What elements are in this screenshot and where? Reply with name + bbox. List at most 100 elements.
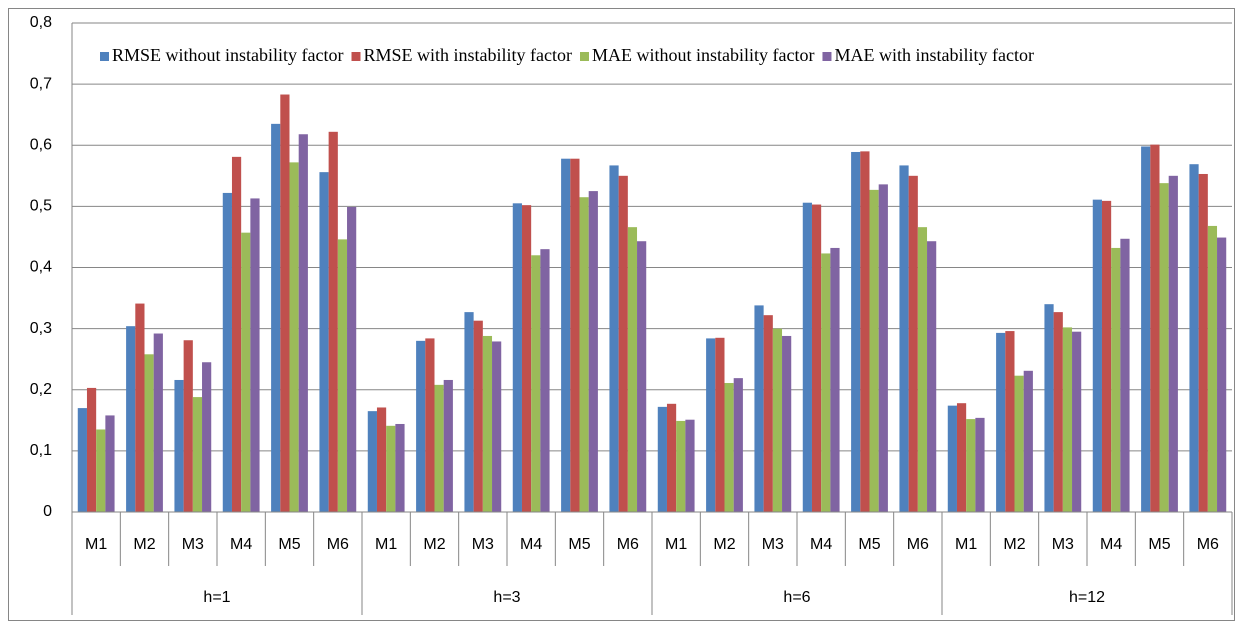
- bar: [443, 379, 453, 512]
- x-tick-label: M2: [1003, 536, 1025, 553]
- x-tick-label: M5: [568, 536, 590, 553]
- bar: [416, 340, 426, 512]
- bar: [966, 419, 976, 512]
- x-tick-label: M3: [762, 536, 784, 553]
- bar: [96, 429, 106, 512]
- bar: [666, 403, 677, 512]
- bar: [1159, 183, 1169, 512]
- x-tick-label: M2: [133, 536, 155, 553]
- bar: [782, 335, 792, 512]
- y-tick-label: 0,7: [30, 75, 52, 92]
- bar: [328, 131, 338, 513]
- x-tick-label: M5: [278, 536, 300, 553]
- bar: [1168, 175, 1178, 512]
- bar: [561, 158, 571, 512]
- x-tick-label: M3: [182, 536, 204, 553]
- bar: [956, 403, 967, 512]
- x-tick-label: M6: [1197, 536, 1219, 553]
- bar: [609, 165, 619, 512]
- bar: [917, 227, 928, 512]
- bar: [618, 175, 628, 512]
- bar: [183, 340, 193, 512]
- bar: [250, 198, 260, 512]
- bar: [947, 405, 957, 512]
- bar: [1217, 237, 1227, 512]
- x-tick-label: M4: [520, 536, 542, 553]
- bar: [763, 315, 773, 512]
- bar: [521, 205, 532, 512]
- bar: [1111, 247, 1121, 512]
- bar: [77, 408, 87, 512]
- bar: [975, 417, 985, 512]
- bar: [319, 172, 329, 512]
- x-tick-label: M2: [423, 536, 445, 553]
- bar: [434, 384, 444, 512]
- bar: [1023, 370, 1033, 512]
- bar: [1150, 144, 1160, 513]
- bar: [802, 202, 812, 512]
- bar: [1198, 173, 1208, 512]
- x-tick-label: M1: [955, 536, 977, 553]
- x-tick-label: M6: [907, 536, 929, 553]
- bar: [811, 204, 822, 512]
- bar: [706, 338, 716, 512]
- bar: [144, 354, 154, 512]
- y-tick-label: 0,5: [30, 198, 52, 215]
- bar: [1101, 200, 1112, 512]
- bar: [473, 320, 483, 512]
- bar: [105, 415, 115, 512]
- bar: [482, 335, 493, 512]
- bar: [347, 206, 357, 512]
- y-tick-label: 0: [43, 503, 52, 520]
- x-tick-label: M3: [472, 536, 494, 553]
- bar: [860, 151, 870, 513]
- bar: [202, 362, 212, 512]
- bar: [395, 423, 405, 512]
- bar: [878, 184, 888, 512]
- bar: [1189, 164, 1199, 513]
- bar: [376, 407, 387, 512]
- bar: [570, 158, 580, 512]
- bar: [192, 397, 203, 512]
- legend-entry: RMSE without instability factor: [112, 45, 344, 65]
- bar: [1005, 331, 1015, 512]
- y-tick-label: 0,4: [30, 259, 52, 276]
- bar: [86, 387, 97, 512]
- bar: [1053, 312, 1063, 512]
- x-tick-label: M2: [713, 536, 735, 553]
- x-tick-label: M6: [617, 536, 639, 553]
- bar: [135, 303, 145, 512]
- bar: [733, 378, 743, 512]
- bar: [126, 326, 136, 512]
- bar: [512, 203, 522, 512]
- bar: [1120, 238, 1130, 513]
- bar: [1207, 225, 1218, 512]
- bar: [1044, 304, 1054, 512]
- bar: [851, 151, 861, 512]
- legend-swatch: [822, 52, 832, 61]
- bar: [657, 406, 667, 512]
- bar: [289, 162, 299, 513]
- bar: [724, 383, 734, 512]
- bar: [772, 328, 783, 512]
- bar: [298, 134, 308, 512]
- x-tick-label: M1: [665, 536, 687, 553]
- bar: [676, 420, 686, 512]
- bar: [492, 341, 502, 512]
- x-tick-label: M6: [327, 536, 349, 553]
- x-tick-label: M4: [810, 536, 832, 553]
- bar: [241, 232, 251, 512]
- bar: [996, 332, 1006, 512]
- x-tick-label: M1: [85, 536, 107, 553]
- x-tick-label: M3: [1052, 536, 1074, 553]
- bar: [271, 123, 281, 512]
- bar: [627, 227, 638, 512]
- bar: [464, 312, 474, 512]
- legend-entry: MAE without instability factor: [592, 45, 814, 65]
- x-tick-label: M5: [1148, 536, 1170, 553]
- bar: [367, 411, 377, 512]
- bar: [386, 425, 396, 512]
- bar: [1062, 327, 1073, 512]
- x-tick-label: M4: [230, 536, 252, 553]
